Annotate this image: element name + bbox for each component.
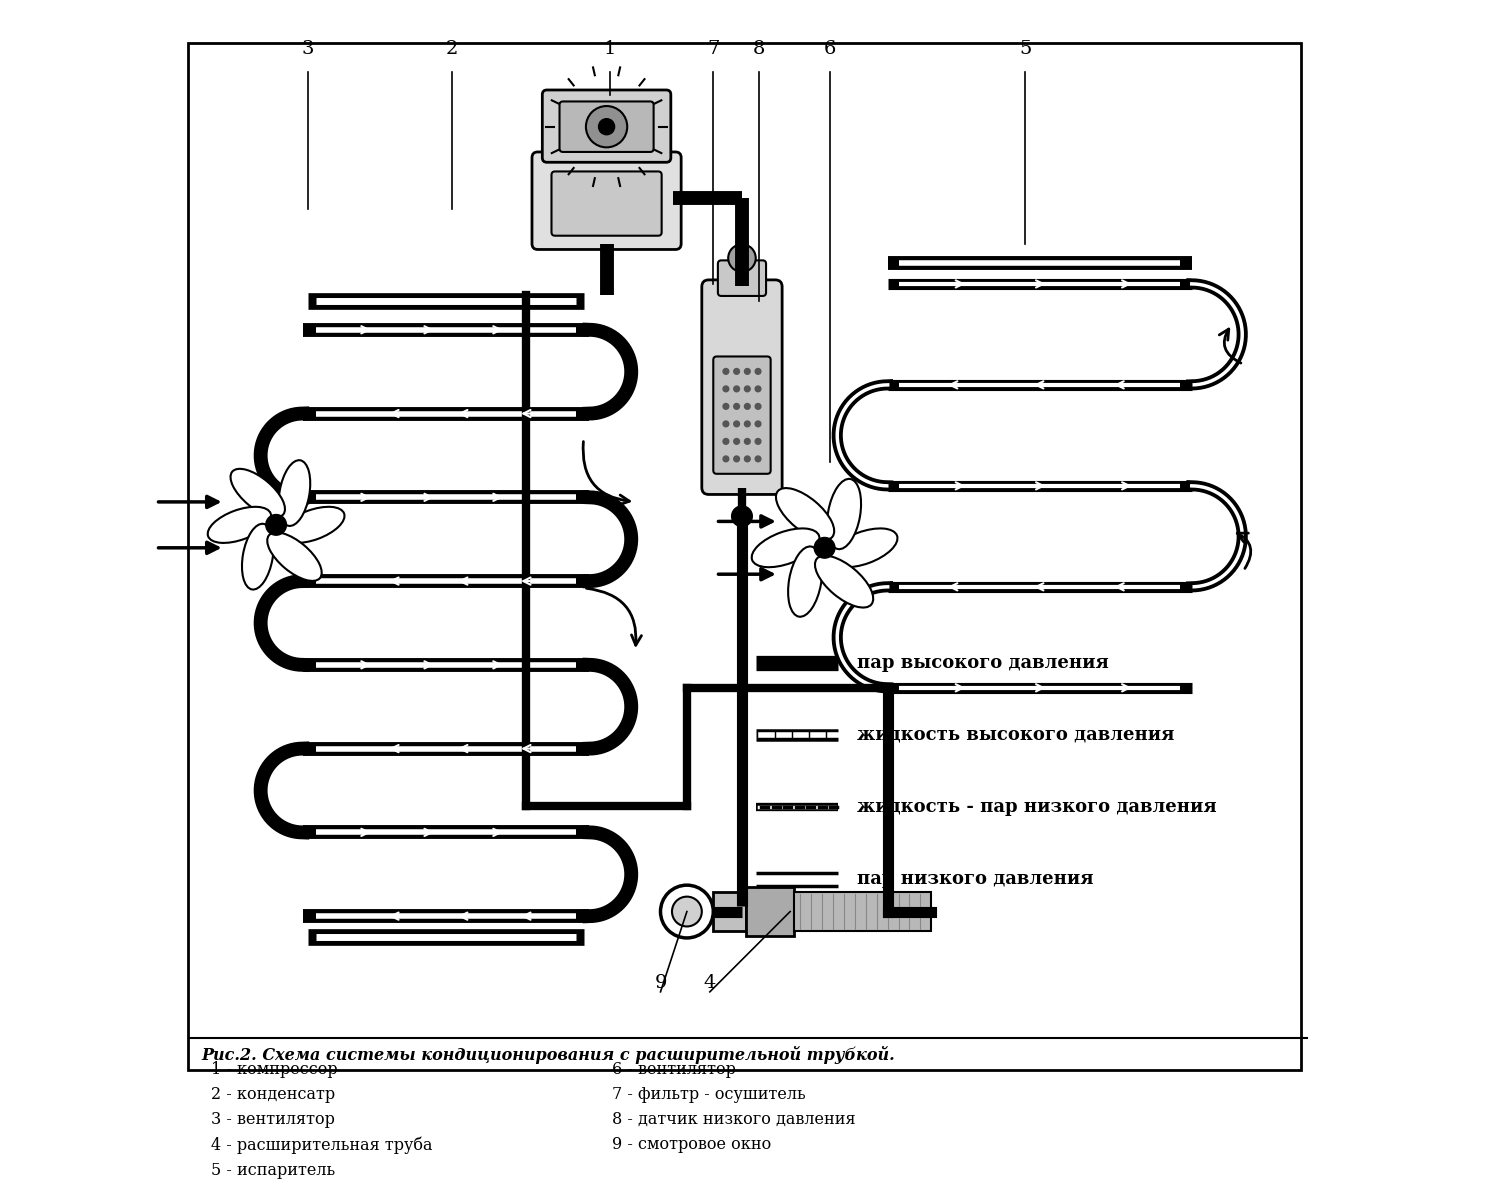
Circle shape bbox=[754, 386, 760, 392]
Text: 9 - смотровое окно: 9 - смотровое окно bbox=[612, 1137, 771, 1153]
Circle shape bbox=[744, 386, 750, 392]
Text: 3 - вентилятор: 3 - вентилятор bbox=[210, 1112, 334, 1128]
Circle shape bbox=[266, 515, 286, 535]
Circle shape bbox=[660, 886, 714, 938]
Text: 1: 1 bbox=[604, 40, 616, 58]
Ellipse shape bbox=[752, 528, 819, 567]
Text: 6 - вентилятор: 6 - вентилятор bbox=[612, 1061, 736, 1077]
Ellipse shape bbox=[231, 469, 285, 517]
Ellipse shape bbox=[267, 533, 321, 581]
Circle shape bbox=[598, 118, 615, 135]
Text: 6: 6 bbox=[824, 40, 837, 58]
Circle shape bbox=[723, 404, 729, 410]
Ellipse shape bbox=[279, 461, 310, 526]
Circle shape bbox=[723, 386, 729, 392]
Text: 2 - конденсатр: 2 - конденсатр bbox=[210, 1086, 334, 1103]
Text: Рис.2. Схема системы кондиционирования с расширительной трубкой.: Рис.2. Схема системы кондиционирования с… bbox=[201, 1045, 896, 1063]
Circle shape bbox=[723, 456, 729, 462]
Circle shape bbox=[723, 438, 729, 444]
Text: 7: 7 bbox=[706, 40, 720, 58]
FancyBboxPatch shape bbox=[560, 102, 654, 152]
Circle shape bbox=[744, 438, 750, 444]
Circle shape bbox=[723, 368, 729, 374]
Circle shape bbox=[744, 456, 750, 462]
FancyBboxPatch shape bbox=[532, 152, 681, 250]
Circle shape bbox=[815, 538, 836, 558]
Circle shape bbox=[734, 422, 740, 426]
Text: 4: 4 bbox=[704, 974, 716, 992]
FancyBboxPatch shape bbox=[746, 888, 794, 935]
Text: 8: 8 bbox=[753, 40, 765, 58]
FancyBboxPatch shape bbox=[714, 892, 746, 931]
Circle shape bbox=[734, 368, 740, 374]
FancyBboxPatch shape bbox=[188, 43, 1300, 1070]
Circle shape bbox=[586, 107, 627, 147]
Circle shape bbox=[744, 404, 750, 410]
Circle shape bbox=[744, 368, 750, 374]
Text: 8 - датчик низкого давления: 8 - датчик низкого давления bbox=[612, 1112, 856, 1128]
FancyBboxPatch shape bbox=[718, 260, 766, 296]
FancyBboxPatch shape bbox=[543, 90, 670, 162]
Text: пар высокого давления: пар высокого давления bbox=[856, 654, 1108, 671]
Circle shape bbox=[728, 244, 756, 272]
Circle shape bbox=[734, 386, 740, 392]
Ellipse shape bbox=[207, 507, 272, 543]
Circle shape bbox=[672, 896, 702, 926]
Text: 3: 3 bbox=[302, 40, 315, 58]
Text: 4 - расширительная труба: 4 - расширительная труба bbox=[210, 1137, 432, 1154]
Circle shape bbox=[734, 456, 740, 462]
FancyBboxPatch shape bbox=[702, 279, 782, 495]
Text: 1 - компрессор: 1 - компрессор bbox=[210, 1061, 338, 1077]
Circle shape bbox=[754, 404, 760, 410]
Ellipse shape bbox=[815, 555, 873, 607]
Circle shape bbox=[723, 422, 729, 426]
Text: 9: 9 bbox=[654, 974, 668, 992]
Circle shape bbox=[754, 422, 760, 426]
Text: 7 - фильтр - осушитель: 7 - фильтр - осушитель bbox=[612, 1086, 806, 1103]
Circle shape bbox=[734, 404, 740, 410]
Text: 2: 2 bbox=[446, 40, 458, 58]
Circle shape bbox=[732, 506, 753, 527]
Text: жидкость высокого давления: жидкость высокого давления bbox=[856, 726, 1174, 744]
Circle shape bbox=[734, 438, 740, 444]
FancyBboxPatch shape bbox=[552, 172, 662, 236]
Text: 5 - испаритель: 5 - испаритель bbox=[210, 1162, 334, 1179]
Text: жидкость - пар низкого давления: жидкость - пар низкого давления bbox=[856, 798, 1216, 816]
Text: пар низкого давления: пар низкого давления bbox=[856, 870, 1094, 888]
Circle shape bbox=[754, 438, 760, 444]
Circle shape bbox=[744, 422, 750, 426]
Circle shape bbox=[754, 368, 760, 374]
Ellipse shape bbox=[827, 478, 861, 549]
Circle shape bbox=[736, 252, 747, 264]
Ellipse shape bbox=[830, 528, 897, 567]
Ellipse shape bbox=[280, 507, 345, 543]
Ellipse shape bbox=[776, 488, 834, 540]
FancyBboxPatch shape bbox=[794, 892, 932, 931]
Ellipse shape bbox=[242, 523, 273, 590]
FancyBboxPatch shape bbox=[714, 356, 771, 474]
Text: 5: 5 bbox=[1019, 40, 1032, 58]
Ellipse shape bbox=[788, 547, 822, 617]
Circle shape bbox=[754, 456, 760, 462]
